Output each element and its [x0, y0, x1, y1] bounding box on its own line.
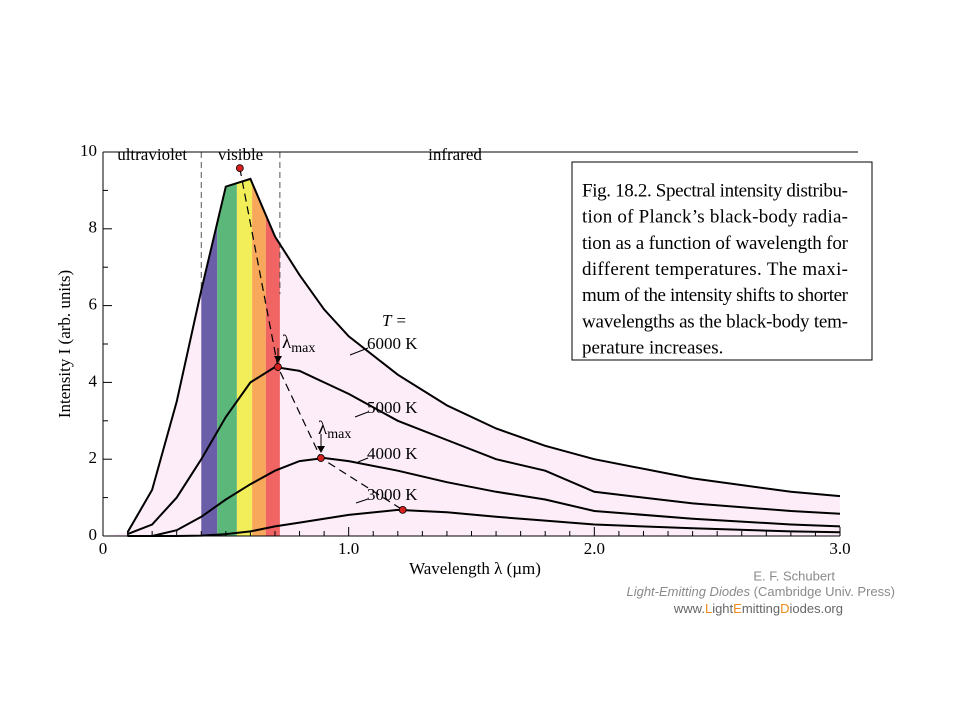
- y-tick-label: 4: [89, 371, 98, 390]
- spectrum-band: [201, 178, 218, 536]
- region-label: ultraviolet: [117, 145, 187, 164]
- peak-dot: [398, 505, 407, 514]
- lambda-max-trend: [239, 167, 404, 511]
- url-part: D: [780, 601, 789, 616]
- series-line: [127, 508, 841, 537]
- label-leader: [355, 498, 369, 504]
- caption-line: perature increases.: [582, 338, 723, 359]
- spectrum-band: [217, 178, 237, 536]
- y-tick-label: 10: [80, 141, 97, 160]
- url-part: ight: [712, 601, 733, 616]
- spectrum-band: [265, 178, 280, 536]
- lambda-arrowhead: [317, 446, 325, 453]
- y-tick-label: 8: [89, 218, 98, 237]
- lambda-max-label: λmax: [282, 332, 315, 356]
- y-axis-label: Intensity I (arb. units): [55, 270, 74, 418]
- area-fill: [103, 178, 840, 536]
- x-tick-label: 1.0: [338, 539, 359, 558]
- series-line: [127, 365, 841, 536]
- y-tick-label: 2: [89, 448, 98, 467]
- book-title: Light-Emitting Diodes: [626, 584, 750, 599]
- url-part: www.: [673, 601, 705, 616]
- series-line: [126, 177, 841, 533]
- series-label: 6000 K: [367, 334, 418, 353]
- label-leader: [349, 347, 369, 356]
- url-part: iodes: [790, 601, 822, 616]
- url-part: E: [733, 601, 742, 616]
- lambda-max-label: λmax: [318, 418, 351, 442]
- x-tick-label: 2.0: [584, 539, 605, 558]
- credit-url: www.LightEmittingDiodes.org: [673, 601, 843, 616]
- publisher: (Cambridge Univ. Press): [750, 584, 895, 599]
- url-part: L: [705, 601, 712, 616]
- series-line: [127, 456, 841, 537]
- label-leader: [354, 411, 369, 418]
- peak-dot: [317, 454, 325, 462]
- caption-line: tion of Planck’s black-body radia-: [582, 207, 848, 228]
- peak-dot: [235, 164, 244, 173]
- peak-dot: [274, 363, 282, 371]
- lambda-subscript: max: [291, 341, 315, 356]
- caption-line: tion as a function of wavelength for: [582, 233, 849, 254]
- credit-book: Light-Emitting Diodes (Cambridge Univ. P…: [626, 584, 895, 599]
- lambda-arrowhead: [274, 356, 282, 363]
- series-label: 3000 K: [367, 485, 418, 504]
- spectrum-band: [252, 178, 266, 536]
- spectrum-band: [236, 178, 253, 536]
- url-part: mitting: [742, 601, 780, 616]
- caption-line: wavelengths as the black-body tem-: [582, 311, 848, 332]
- temperature-label: T =: [382, 311, 407, 330]
- x-tick-label: 3.0: [829, 539, 850, 558]
- region-label: infrared: [428, 145, 482, 164]
- series-label: 5000 K: [367, 398, 418, 417]
- x-tick-label: 0: [99, 539, 108, 558]
- series-label: 4000 K: [367, 444, 418, 463]
- caption-box: [571, 161, 873, 361]
- caption-line: different temperatures. The maxi-: [582, 259, 848, 280]
- region-label: visible: [218, 145, 263, 164]
- x-axis-label: Wavelength λ (µm): [409, 559, 541, 578]
- caption-line: Fig. 18.2. Spectral intensity distribu-: [582, 180, 848, 201]
- caption-line: mum of the intensity shifts to shorter: [582, 285, 849, 306]
- lambda-symbol: λ: [318, 418, 328, 439]
- lambda-subscript: max: [327, 427, 351, 442]
- url-part: .org: [821, 601, 843, 616]
- credit-author: E. F. Schubert: [753, 568, 835, 583]
- label-leader: [357, 457, 369, 463]
- y-tick-label: 6: [89, 295, 98, 314]
- lambda-symbol: λ: [282, 332, 292, 353]
- y-tick-label: 0: [89, 525, 98, 544]
